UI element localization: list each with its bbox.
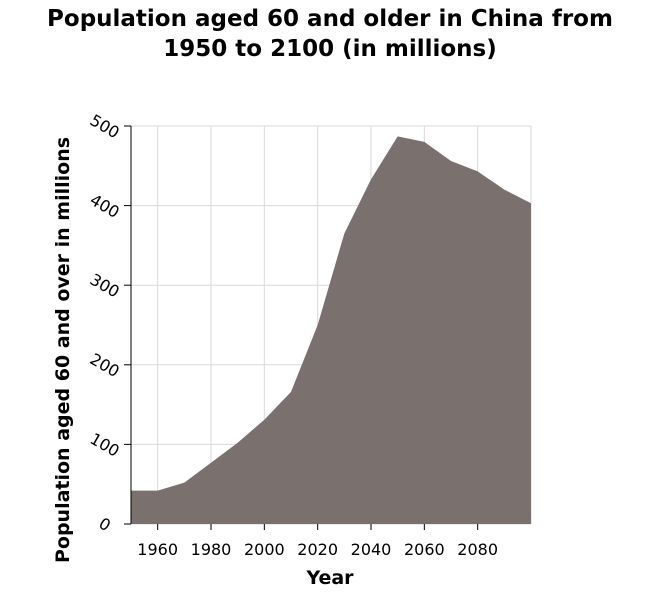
- x-tick-label: 2020: [297, 540, 338, 559]
- chart-title: Population aged 60 and older in China fr…: [0, 4, 660, 64]
- y-tick-label: 200: [87, 349, 123, 381]
- x-tick-label: 1980: [191, 540, 232, 559]
- y-tick-labels: 0 100 200 300 400 500: [87, 111, 123, 536]
- y-tick-label: 400: [87, 190, 123, 222]
- series-area: [131, 136, 531, 524]
- plot-area: [131, 136, 531, 524]
- y-tick-label: 100: [87, 429, 123, 461]
- x-tick-label: 2000: [244, 540, 285, 559]
- x-tick-label: 2060: [404, 540, 445, 559]
- y-tick-label: 0: [96, 514, 114, 536]
- chart-title-line-1: Population aged 60 and older in China fr…: [47, 6, 613, 32]
- chart-title-line-2: 1950 to 2100 (in millions): [163, 36, 497, 62]
- x-tick-label: 1960: [137, 540, 178, 559]
- axes: [124, 125, 479, 530]
- x-tick-labels: 1960 1980 2000 2020 2040 2060 2080: [137, 540, 498, 559]
- y-tick-label: 300: [87, 270, 123, 302]
- x-tick-label: 2040: [351, 540, 392, 559]
- y-tick-label: 500: [87, 111, 123, 143]
- x-tick-label: 2080: [457, 540, 498, 559]
- y-axis-title: Population aged 60 and over in millions: [52, 137, 74, 563]
- x-axis-title: Year: [305, 567, 354, 589]
